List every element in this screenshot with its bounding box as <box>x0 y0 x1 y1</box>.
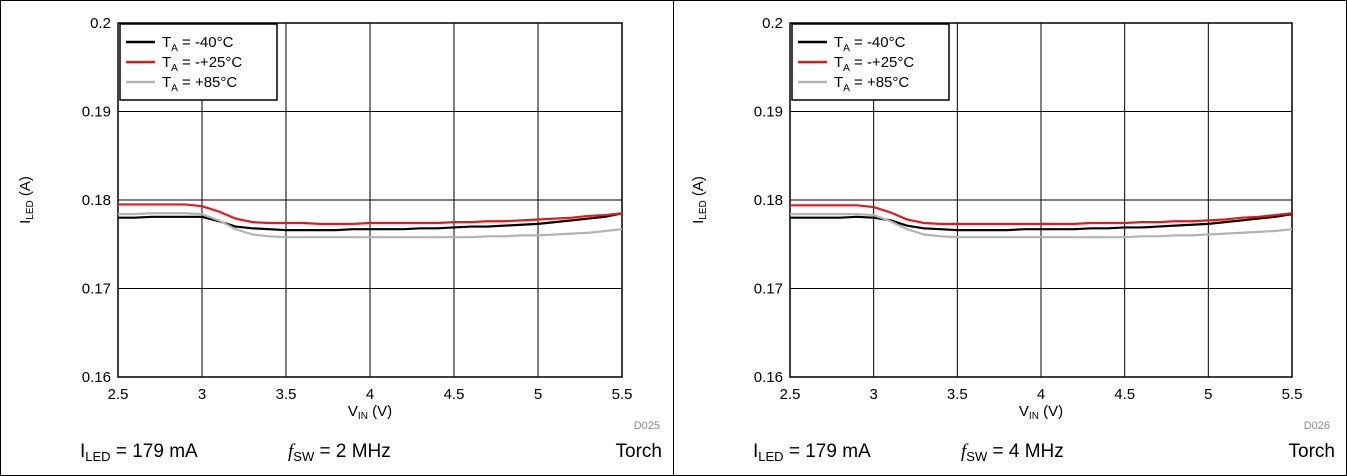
x-tick-label: 5.5 <box>1282 386 1303 403</box>
legend-box <box>119 23 278 101</box>
footer-mid-rest: = 4 MHz <box>987 441 1064 462</box>
x-axis-label: VIN (V) <box>1019 403 1063 422</box>
y-tick-label: 0.2 <box>90 15 111 32</box>
footer-left-sub: LED <box>85 449 110 464</box>
legend-entry-rest: = -+25°C <box>178 54 243 71</box>
legend: TA = -40°CTA = -+25°CTA = +85°C <box>791 23 950 101</box>
x-tick-label: 5 <box>534 386 542 403</box>
x-tick-label: 4.5 <box>1114 386 1135 403</box>
x-tick-label: 4 <box>366 386 374 403</box>
footer-mid-sub: SW <box>966 449 988 464</box>
footer-left-rest: = 179 mA <box>111 441 198 462</box>
x-axis-label-unit: (V) <box>1039 403 1063 420</box>
x-tick-label: 4 <box>1037 386 1045 403</box>
y-axis-label-unit: (A) <box>17 176 34 200</box>
legend-entry: TA = -+25°C <box>162 54 242 74</box>
footer-left-main: I <box>753 441 758 462</box>
x-tick-label: 3 <box>198 386 206 403</box>
footer-left-sub: LED <box>758 449 783 464</box>
y-tick-label: 0.19 <box>754 104 783 121</box>
y-axis-label-main: I <box>17 220 34 224</box>
legend: TA = -40°CTA = -+25°CTA = +85°C <box>119 23 278 101</box>
legend-entry-rest: = -40°C <box>178 34 234 51</box>
x-tick-label: 5 <box>1204 386 1212 403</box>
legend-entry-main: T <box>162 54 171 71</box>
footer-mid-main: f <box>961 441 969 462</box>
y-tick-label: 0.16 <box>82 369 111 386</box>
y-tick-label: 0.2 <box>762 15 783 32</box>
series-line-2 <box>118 203 623 225</box>
series-line-2 <box>790 204 1293 225</box>
y-tick-label: 0.16 <box>754 369 783 386</box>
x-axis-label-main: V <box>1019 403 1029 420</box>
footer-mid-rest: = 2 MHz <box>314 441 391 462</box>
x-axis-label-sub: IN <box>358 411 368 422</box>
x-tick-label: 4.5 <box>444 386 465 403</box>
footer-condition-current: ILED = 179 mA <box>80 441 198 464</box>
legend-entry-main: T <box>162 74 171 91</box>
series-line-1 <box>790 213 1293 232</box>
footer-mode: Torch <box>1289 441 1335 462</box>
figure-code: D026 <box>1304 420 1330 432</box>
y-axis-label: ILED (A) <box>17 176 36 224</box>
x-tick-label: 3 <box>869 386 877 403</box>
legend-entry-sub: A <box>171 63 178 74</box>
x-tick-label: 2.5 <box>780 386 801 403</box>
legend-entry-sub: A <box>843 83 850 94</box>
series-line-1 <box>118 212 623 232</box>
x-tick-label: 3.5 <box>276 386 297 403</box>
legend-entry: TA = -40°C <box>162 34 234 54</box>
legend-entry-sub: A <box>843 43 850 54</box>
y-axis-label-unit: (A) <box>690 176 707 200</box>
y-axis-label-sub: LED <box>25 200 36 219</box>
footer-left-rest: = 179 mA <box>784 441 871 462</box>
x-axis-label: VIN (V) <box>348 403 392 422</box>
legend-entry-rest: = +85°C <box>178 74 238 91</box>
y-axis-label-main: I <box>690 220 707 224</box>
legend-entry-rest: = -+25°C <box>850 54 915 71</box>
y-tick-label: 0.18 <box>82 192 111 209</box>
x-axis-label-unit: (V) <box>368 403 392 420</box>
footer-condition-current: ILED = 179 mA <box>753 441 871 464</box>
chart-panel-2: 2.5 3 3.5 4 4.5 5 5.50.160.170.180.190.2TA = -… <box>690 15 1335 464</box>
footer-mid-main: f <box>288 441 296 462</box>
x-tick-label: 3.5 <box>947 386 968 403</box>
legend-entry-rest: = -40°C <box>850 34 906 51</box>
series-line-3 <box>118 212 623 239</box>
legend-entry-sub: A <box>171 83 178 94</box>
footer-mode: Torch <box>616 441 662 462</box>
footer-condition-frequency: fSW = 4 MHz <box>961 441 1064 464</box>
chart-panel-1: 2.5 3 3.5 4 4.5 5 5.50.160.170.180.190.2TA = -… <box>17 15 662 464</box>
legend-entry-main: T <box>834 74 843 91</box>
legend-entry: TA = -40°C <box>834 34 906 54</box>
x-axis-label-sub: IN <box>1029 411 1039 422</box>
plot-frame <box>789 22 1293 378</box>
legend-entry-main: T <box>834 54 843 71</box>
y-tick-label: 0.17 <box>754 281 783 298</box>
y-tick-label: 0.19 <box>82 104 111 121</box>
legend-entry: TA = +85°C <box>834 74 909 94</box>
legend-entry: TA = +85°C <box>162 74 237 94</box>
x-tick-label: 2.5 <box>108 386 129 403</box>
legend-entry: TA = -+25°C <box>834 54 914 74</box>
y-axis-label: ILED (A) <box>690 176 709 224</box>
y-tick-label: 0.17 <box>82 281 111 298</box>
y-axis-label-sub: LED <box>698 200 709 219</box>
footer-mid-sub: SW <box>293 449 315 464</box>
x-axis-label-main: V <box>348 403 358 420</box>
footer-condition-frequency: fSW = 2 MHz <box>288 441 391 464</box>
x-tick-label: 5.5 <box>612 386 633 403</box>
legend-entry-sub: A <box>843 63 850 74</box>
series-line-3 <box>790 213 1293 239</box>
legend-entry-main: T <box>162 34 171 51</box>
figure-code: D025 <box>634 420 660 432</box>
footer-left-main: I <box>80 441 85 462</box>
y-tick-label: 0.18 <box>754 192 783 209</box>
plot-frame <box>117 22 623 378</box>
legend-entry-rest: = +85°C <box>850 74 910 91</box>
legend-entry-main: T <box>834 34 843 51</box>
legend-entry-sub: A <box>171 43 178 54</box>
